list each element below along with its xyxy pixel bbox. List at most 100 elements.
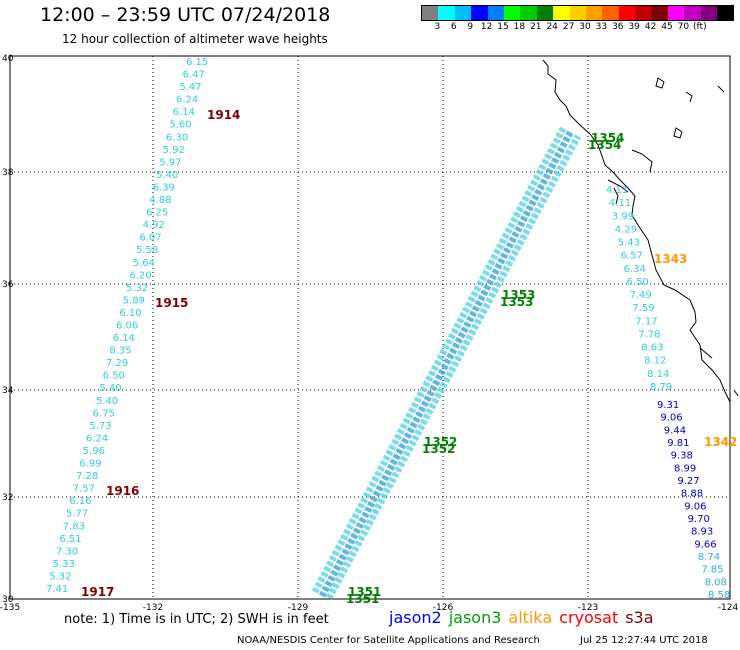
pass-time-label: 1916 bbox=[106, 484, 139, 498]
wave-height-label: 8.74 bbox=[698, 552, 720, 563]
wave-height-label: 5.60 bbox=[169, 120, 191, 131]
wave-height-label: 6.51 bbox=[59, 534, 81, 545]
color-scale-label: 36 bbox=[612, 22, 624, 32]
wave-height-label: 5.89 bbox=[123, 295, 145, 306]
color-scale-label: 33 bbox=[595, 22, 608, 32]
wave-height-label: 8.58 bbox=[708, 590, 730, 601]
wave-height-label: 9.66 bbox=[694, 539, 716, 550]
pass-time-label: 1917 bbox=[81, 585, 114, 599]
wave-height-label: 8.35 bbox=[109, 346, 131, 357]
footer-organization: NOAA/NESDIS Center for Satellite Applica… bbox=[237, 635, 540, 646]
wave-height-label: 7.59 bbox=[632, 303, 654, 314]
color-scale-label: 6 bbox=[450, 22, 457, 32]
color-scale-label: 42 bbox=[644, 22, 657, 32]
latitude-label: 34 bbox=[2, 386, 14, 396]
wave-height-label: 6.24 bbox=[86, 433, 108, 444]
wave-height-label: 5.47 bbox=[179, 82, 201, 93]
color-scale-label: 39 bbox=[628, 22, 640, 32]
swath-track-line bbox=[318, 129, 575, 598]
color-swatch bbox=[438, 6, 455, 20]
wave-height-label: 5.97 bbox=[159, 157, 181, 168]
wave-height-label: 9.06 bbox=[660, 413, 682, 424]
color-scale-label: 15 bbox=[497, 22, 509, 32]
wave-height-label: 5.73 bbox=[89, 421, 111, 432]
wave-height-label: 4.11 bbox=[606, 185, 628, 196]
wave-height-label: 6.25 bbox=[146, 208, 168, 219]
wave-height-label: 7.85 bbox=[701, 565, 723, 576]
wave-height-label: 9.06 bbox=[684, 501, 706, 512]
wave-height-label: 8.12 bbox=[644, 356, 666, 367]
latitude-label: 32 bbox=[2, 493, 13, 503]
longitude-label: -124 bbox=[718, 603, 739, 613]
page-title: 12:00 – 23:59 UTC 07/24/2018 bbox=[40, 4, 331, 26]
map-frame bbox=[9, 55, 731, 600]
wave-height-label: 5.40 bbox=[156, 170, 178, 181]
wave-height-label: 8.99 bbox=[674, 463, 696, 474]
graticule bbox=[10, 56, 730, 599]
wave-height-label: 7.29 bbox=[106, 358, 128, 369]
wave-height-label: 4.88 bbox=[149, 195, 171, 206]
wave-height-label: 9.70 bbox=[688, 514, 710, 525]
color-swatch bbox=[503, 6, 521, 20]
color-scale-label: 70 bbox=[677, 22, 690, 32]
wave-height-label: 5.32 bbox=[126, 283, 148, 294]
color-swatch bbox=[553, 6, 570, 20]
legend-entry-jason3: jason3 bbox=[448, 608, 502, 627]
color-swatch bbox=[700, 6, 718, 20]
satellite-legend: jason2 jason3 altika cryosat s3a bbox=[389, 608, 661, 627]
wave-height-label: 5.77 bbox=[66, 509, 88, 520]
wave-height-label: 3.99 bbox=[612, 211, 634, 222]
wave-height-label: 6.10 bbox=[119, 308, 141, 319]
wave-height-label: 9.38 bbox=[671, 451, 693, 462]
color-swatch bbox=[602, 6, 619, 20]
coastline bbox=[542, 59, 739, 403]
wave-height-label: 6.07 bbox=[139, 233, 161, 244]
pass-time-label: 1353 bbox=[502, 288, 535, 302]
longitude-label: -126 bbox=[433, 603, 454, 613]
wave-height-label: 9.81 bbox=[667, 438, 689, 449]
wave-height-label: 6.15 bbox=[186, 57, 208, 68]
pass-time-label: 1351 bbox=[348, 585, 381, 599]
wave-height-label: 7.57 bbox=[73, 484, 95, 495]
wave-height-label: 6.30 bbox=[166, 132, 188, 143]
wave-height-label: 4.11 bbox=[609, 198, 631, 209]
color-swatch bbox=[651, 6, 668, 20]
color-swatch bbox=[487, 6, 504, 20]
wave-height-label: 6.34 bbox=[624, 264, 646, 275]
color-scale-label: (ft) bbox=[693, 22, 707, 32]
wave-height-label: 8.88 bbox=[681, 489, 703, 500]
wave-height-label: 6.99 bbox=[79, 459, 101, 470]
wave-height-label: 7.17 bbox=[635, 316, 657, 327]
color-scale-label: 21 bbox=[530, 22, 542, 32]
wave-height-label: 9.44 bbox=[664, 425, 686, 436]
longitude-label: -129 bbox=[288, 603, 309, 613]
longitude-label: -123 bbox=[578, 603, 598, 613]
wave-height-label: 6.47 bbox=[183, 70, 205, 81]
note-text: note: 1) Time is in UTC; 2) SWH is in fe… bbox=[64, 612, 329, 627]
pass-time-label: 1354 bbox=[588, 138, 621, 152]
pass-time-label: 1915 bbox=[155, 296, 188, 310]
wave-height-label: 5.32 bbox=[49, 571, 71, 582]
wave-height-label: 7.30 bbox=[56, 546, 78, 557]
latitude-label: 40 bbox=[2, 54, 14, 64]
color-scale-label: 12 bbox=[480, 22, 493, 32]
longitude-label: -135 bbox=[0, 603, 20, 613]
pass-time-label: 1354 bbox=[591, 131, 624, 145]
color-scale-label: 24 bbox=[546, 22, 558, 32]
wave-height-label: 5.92 bbox=[163, 145, 185, 156]
color-swatch bbox=[717, 6, 734, 20]
color-swatch bbox=[635, 6, 652, 20]
wave-height-label: 8.08 bbox=[705, 577, 727, 588]
color-scale-label: 18 bbox=[513, 22, 526, 32]
color-swatch bbox=[454, 6, 472, 20]
pass-time-label: 1343 bbox=[654, 252, 687, 266]
page-subtitle: 12 hour collection of altimeter wave hei… bbox=[62, 32, 328, 46]
latitude-label: 30 bbox=[2, 595, 14, 605]
color-scale-label: 45 bbox=[661, 22, 673, 32]
wave-height-label: 8.14 bbox=[647, 369, 669, 380]
wave-height-label: 7.78 bbox=[638, 329, 660, 340]
wave-height-label: 7.28 bbox=[76, 471, 98, 482]
wave-height-label: 5.40 bbox=[96, 396, 118, 407]
